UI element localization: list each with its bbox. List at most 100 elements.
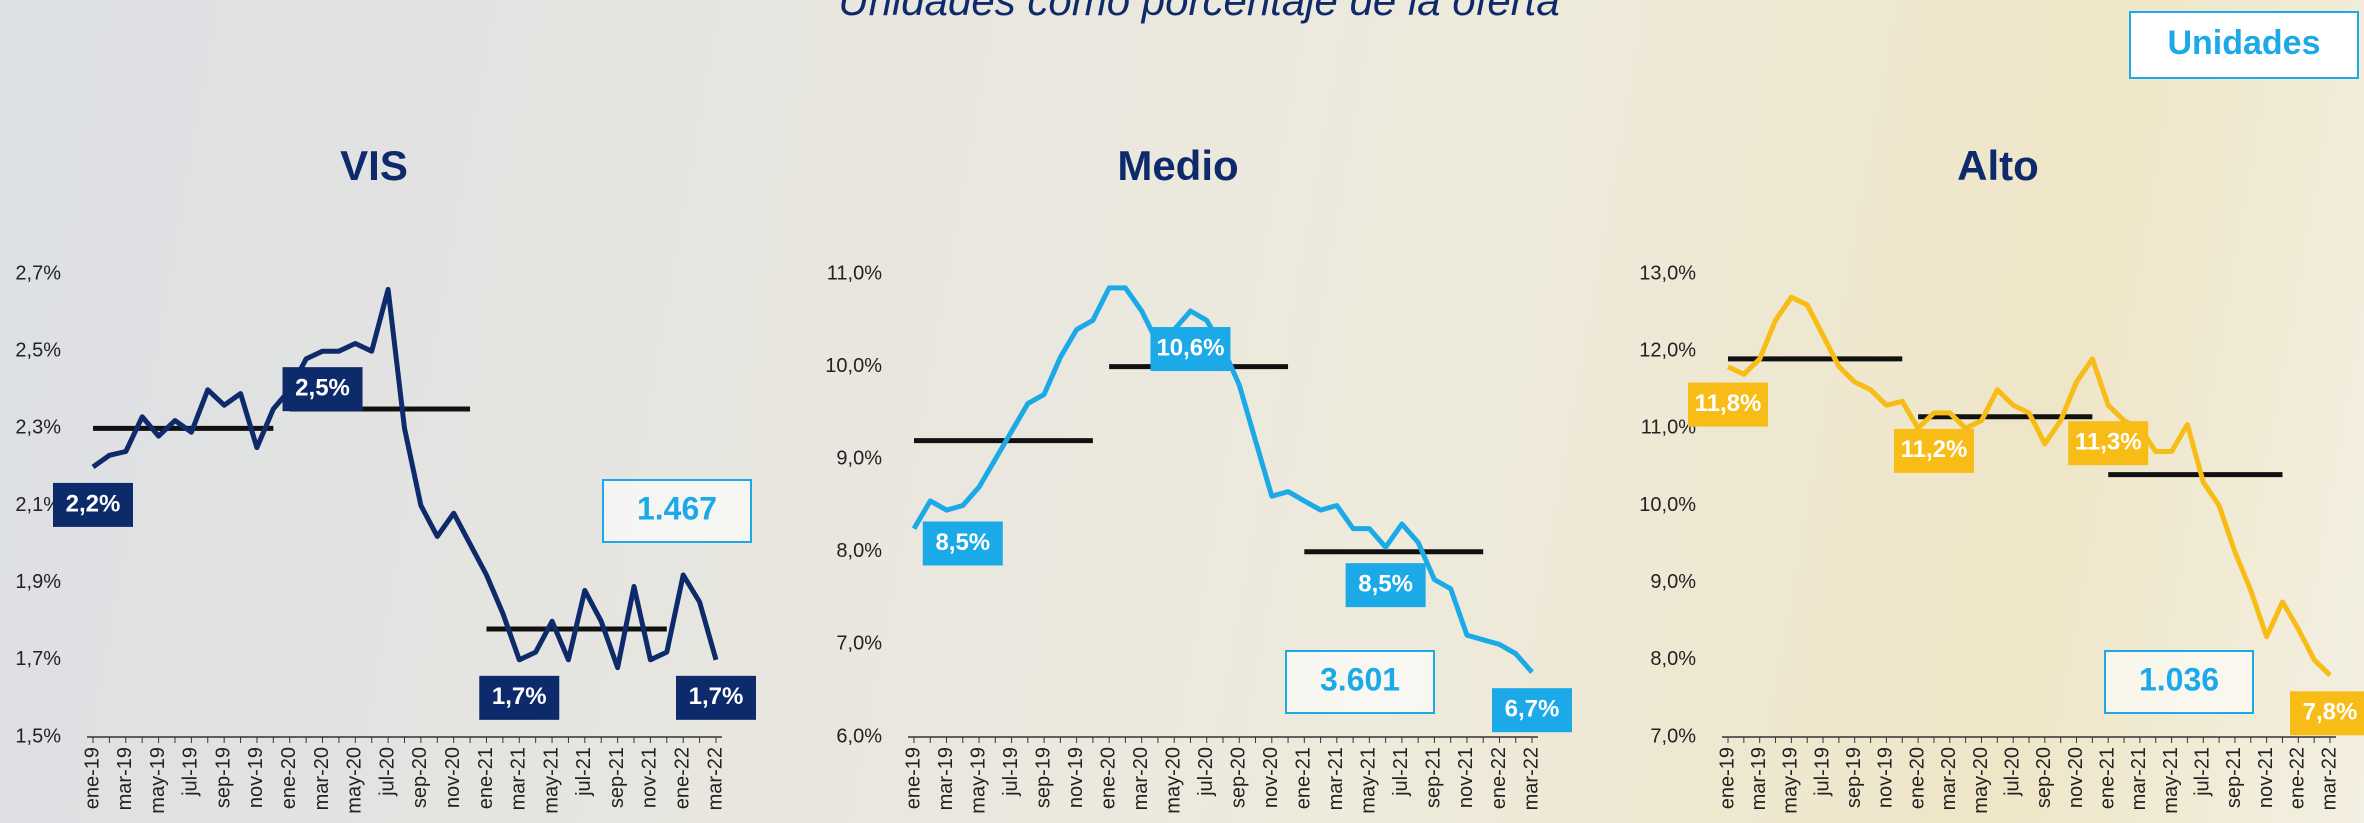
data-line (93, 289, 716, 667)
x-tick-label: jul-20 (376, 747, 398, 797)
y-tick-label: 2,3% (15, 417, 61, 439)
x-tick-label: mar-19 (114, 747, 136, 810)
x-tick-label: mar-20 (311, 747, 333, 810)
x-tick-label: mar-19 (935, 747, 957, 810)
value-label: 8,5% (935, 529, 990, 556)
y-tick-label: 7,0% (1650, 725, 1696, 747)
x-tick-label: nov-19 (1065, 747, 1087, 808)
x-tick-label: sep-20 (1228, 747, 1250, 808)
x-tick-label: jul-19 (1811, 747, 1833, 797)
x-tick-label: may-21 (1358, 747, 1380, 814)
x-tick-label: ene-22 (671, 747, 693, 809)
x-tick-label: ene-19 (902, 747, 924, 809)
value-label: 10,6% (1156, 334, 1224, 361)
x-tick-label: ene-19 (1716, 747, 1738, 809)
chart-title: Alto (1957, 142, 2039, 189)
unit-button-label[interactable]: Unidades (2167, 24, 2320, 62)
x-tick-label: jul-20 (1195, 747, 1217, 797)
x-tick-label: may-20 (344, 747, 366, 814)
value-label: 2,2% (66, 490, 121, 517)
x-tick-label: may-19 (147, 747, 169, 814)
x-tick-label: sep-20 (2033, 747, 2055, 808)
x-tick-label: jul-21 (2192, 747, 2214, 797)
x-tick-label: nov-20 (442, 747, 464, 808)
x-tick-label: may-19 (967, 747, 989, 814)
total-value: 1.467 (637, 490, 717, 526)
chart-panel: Alto 7,0% 8,0% 9,0% 10,0% 11,0% 12,0% 13,0% ene-… (1639, 142, 2364, 814)
x-tick-label: jul-19 (180, 747, 202, 797)
x-tick-label: jul-19 (1000, 747, 1022, 797)
x-tick-label: ene-22 (1488, 747, 1510, 809)
total-value: 1.036 (2139, 661, 2219, 697)
data-line (1728, 297, 2330, 675)
x-tick-label: nov-21 (1455, 747, 1477, 808)
x-tick-label: nov-19 (1875, 747, 1897, 808)
chart-title: Medio (1117, 142, 1238, 189)
x-tick-label: mar-20 (1938, 747, 1960, 810)
x-tick-label: sep-21 (2223, 747, 2245, 808)
x-tick-label: jul-21 (573, 747, 595, 797)
x-tick-label: ene-20 (1097, 747, 1119, 809)
value-label: 7,8% (2303, 699, 2358, 726)
x-tick-label: mar-20 (1130, 747, 1152, 810)
x-tick-label: sep-21 (606, 747, 628, 808)
x-tick-label: ene-22 (2287, 747, 2309, 809)
value-label: 1,7% (492, 683, 547, 710)
x-tick-label: sep-19 (212, 747, 234, 808)
y-tick-label: 10,0% (1639, 494, 1696, 516)
y-tick-label: 2,7% (15, 262, 61, 284)
x-tick-label: ene-21 (1293, 747, 1315, 809)
x-tick-label: nov-21 (639, 747, 661, 808)
y-tick-label: 6,0% (836, 725, 882, 747)
y-tick-label: 8,0% (836, 540, 882, 562)
y-tick-label: 11,0% (827, 262, 882, 284)
y-tick-label: 1,9% (15, 571, 61, 593)
x-tick-label: mar-22 (1520, 747, 1542, 810)
x-tick-label: mar-22 (2318, 747, 2340, 810)
x-tick-label: may-20 (1162, 747, 1184, 814)
y-tick-label: 2,5% (15, 339, 61, 361)
page-title: Unidades como porcentaje de la oferta (838, 0, 1559, 24)
x-tick-label: nov-21 (2255, 747, 2277, 808)
total-value: 3.601 (1320, 661, 1400, 697)
value-label: 6,7% (1505, 696, 1560, 723)
value-label: 11,8% (1695, 390, 1762, 417)
x-tick-label: may-20 (1970, 747, 1992, 814)
x-tick-label: mar-21 (2128, 747, 2150, 810)
y-tick-label: 9,0% (836, 447, 882, 469)
x-tick-label: may-21 (540, 747, 562, 814)
value-label: 2,5% (295, 375, 350, 402)
x-tick-label: nov-20 (2065, 747, 2087, 808)
x-tick-label: mar-19 (1748, 747, 1770, 810)
y-tick-label: 12,0% (1639, 339, 1696, 361)
value-label: 8,5% (1358, 571, 1413, 598)
x-tick-label: sep-20 (409, 747, 431, 808)
value-label: 11,2% (1901, 436, 1968, 463)
value-label: 11,3% (2075, 429, 2142, 456)
x-tick-label: sep-21 (1423, 747, 1445, 808)
x-tick-label: jul-21 (1390, 747, 1412, 797)
x-tick-label: ene-21 (475, 747, 497, 809)
y-tick-label: 1,5% (15, 725, 61, 747)
y-tick-label: 13,0% (1639, 262, 1696, 284)
chart-title: VIS (340, 142, 408, 189)
y-tick-label: 1,7% (15, 648, 61, 670)
x-tick-label: mar-21 (508, 747, 530, 810)
x-tick-label: mar-22 (704, 747, 726, 810)
x-tick-label: mar-21 (1325, 747, 1347, 810)
x-tick-label: may-21 (2160, 747, 2182, 814)
x-tick-label: ene-20 (1906, 747, 1928, 809)
y-tick-label: 11,0% (1641, 417, 1696, 439)
page: Unidades como porcentaje de la oferta Un… (0, 0, 2364, 823)
x-tick-label: sep-19 (1843, 747, 1865, 808)
x-tick-label: sep-19 (1032, 747, 1054, 808)
y-tick-label: 8,0% (1650, 648, 1696, 670)
value-label: 1,7% (689, 683, 744, 710)
y-tick-label: 9,0% (1650, 571, 1696, 593)
y-tick-label: 10,0% (825, 355, 882, 377)
x-tick-label: nov-19 (245, 747, 267, 808)
x-tick-label: jul-20 (2001, 747, 2023, 797)
x-tick-label: ene-20 (278, 747, 300, 809)
